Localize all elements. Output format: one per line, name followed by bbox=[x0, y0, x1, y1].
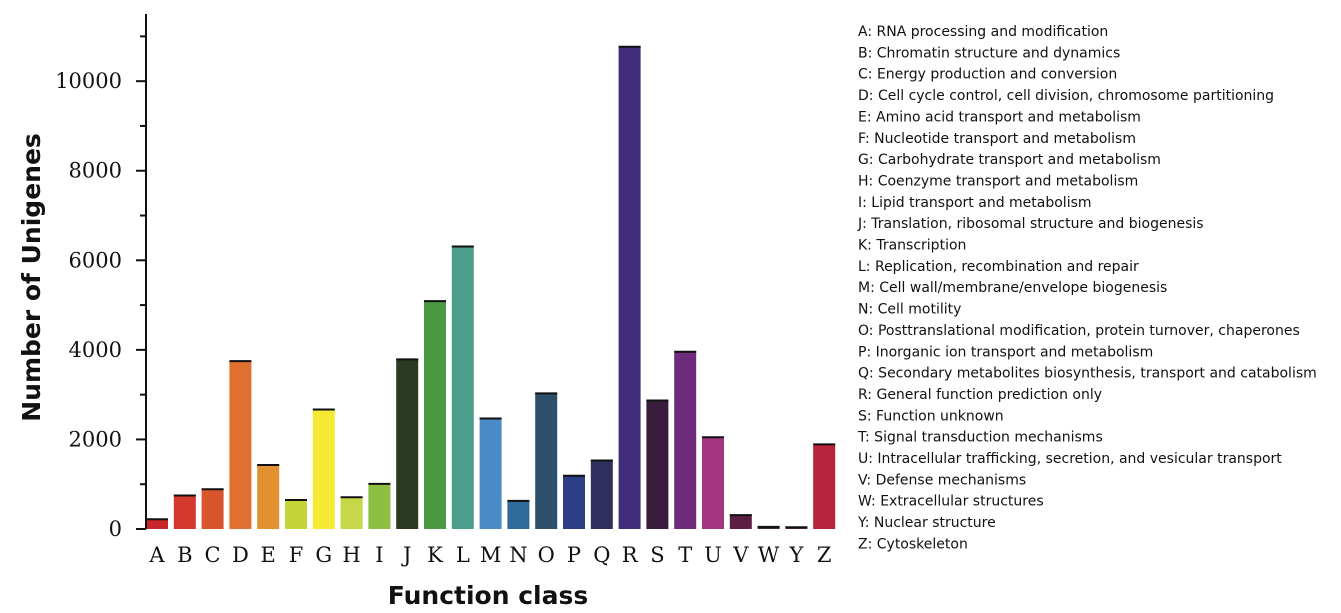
x-tick-label-L: L bbox=[456, 543, 470, 567]
y-tick-label: 2000 bbox=[69, 427, 122, 451]
bar-A bbox=[146, 519, 168, 529]
bar-H bbox=[341, 497, 363, 529]
legend-entry: K: Transcription bbox=[858, 238, 966, 254]
x-tick-label-M: M bbox=[480, 543, 502, 567]
legend-entry: P: Inorganic ion transport and metabolis… bbox=[858, 344, 1153, 360]
legend-entry: R: General function prediction only bbox=[858, 387, 1102, 403]
legend-entry: Z: Cytoskeleton bbox=[858, 536, 968, 552]
legend-entry: E: Amino acid transport and metabolism bbox=[858, 109, 1141, 125]
bar-N bbox=[507, 500, 529, 529]
x-axis-title: Function class bbox=[388, 581, 588, 608]
legend-entry: W: Extracellular structures bbox=[858, 494, 1044, 510]
bar-U bbox=[702, 437, 724, 529]
y-tick-label: 10000 bbox=[55, 69, 122, 93]
legend-entry: C: Energy production and conversion bbox=[858, 67, 1117, 83]
bar-J bbox=[396, 359, 418, 529]
x-tick-label-H: H bbox=[342, 543, 360, 567]
bar-C bbox=[202, 489, 224, 529]
legend-entry: D: Cell cycle control, cell division, ch… bbox=[858, 88, 1274, 104]
legend-entry: H: Coenzyme transport and metabolism bbox=[858, 173, 1138, 189]
x-tick-label-F: F bbox=[289, 543, 304, 567]
bar-G bbox=[313, 409, 335, 529]
legend-entry: G: Carbohydrate transport and metabolism bbox=[858, 152, 1161, 168]
legend-entry: A: RNA processing and modification bbox=[858, 24, 1108, 40]
bar-Q bbox=[591, 460, 613, 529]
x-tick-label-I: I bbox=[375, 543, 383, 567]
legend-entry: Q: Secondary metabolites biosynthesis, t… bbox=[858, 366, 1317, 382]
x-tick-label-O: O bbox=[538, 543, 555, 567]
x-tick-label-U: U bbox=[704, 543, 722, 567]
x-tick-label-P: P bbox=[567, 543, 581, 567]
legend-entry: M: Cell wall/membrane/envelope biogenesi… bbox=[858, 280, 1167, 296]
legend-entry: L: Replication, recombination and repair bbox=[858, 259, 1139, 275]
x-tick-label-D: D bbox=[232, 543, 249, 567]
legend-entry: O: Posttranslational modification, prote… bbox=[858, 323, 1300, 339]
x-tick-label-T: T bbox=[678, 543, 692, 567]
x-tick-label-Q: Q bbox=[593, 543, 610, 567]
legend-entry: Y: Nuclear structure bbox=[857, 515, 996, 531]
bar-D bbox=[229, 361, 251, 529]
legend-entry: S: Function unknown bbox=[858, 408, 1004, 424]
y-axis-title: Number of Unigenes bbox=[17, 133, 46, 422]
x-tick-label-Y: Y bbox=[788, 543, 804, 567]
y-ticks-group: 0 2000 4000 6000 8000 10000 bbox=[55, 36, 146, 541]
legend-entry: I: Lipid transport and metabolism bbox=[858, 195, 1092, 211]
y-tick-label: 8000 bbox=[69, 159, 122, 183]
x-tick-label-B: B bbox=[177, 543, 192, 567]
y-tick-label: 6000 bbox=[69, 248, 122, 272]
bar-P bbox=[563, 475, 585, 529]
x-tick-label-K: K bbox=[427, 543, 443, 567]
legend-entry: F: Nucleotide transport and metabolism bbox=[858, 131, 1136, 147]
bar-E bbox=[257, 465, 279, 529]
bar-O bbox=[535, 393, 557, 529]
y-tick-label: 4000 bbox=[69, 338, 122, 362]
x-tick-label-V: V bbox=[732, 543, 749, 567]
x-tick-label-A: A bbox=[148, 543, 165, 567]
x-tick-label-E: E bbox=[261, 543, 276, 567]
x-tick-label-J: J bbox=[401, 543, 411, 567]
x-tick-label-R: R bbox=[622, 543, 639, 567]
legend-entry: N: Cell motility bbox=[858, 302, 961, 318]
bar-L bbox=[452, 246, 474, 529]
bar-S bbox=[646, 400, 668, 529]
bar-Z bbox=[813, 444, 835, 529]
x-tick-label-G: G bbox=[315, 543, 332, 567]
x-tick-label-N: N bbox=[509, 543, 527, 567]
y-tick-label: 0 bbox=[109, 517, 122, 541]
legend: A: RNA processing and modification B: Chr… bbox=[857, 24, 1317, 552]
bar-I bbox=[368, 483, 390, 529]
x-tick-label-S: S bbox=[650, 543, 664, 567]
bars-group bbox=[146, 46, 835, 529]
bar-R bbox=[619, 46, 641, 529]
legend-entry: U: Intracellular trafficking, secretion,… bbox=[858, 451, 1282, 467]
legend-entry: T: Signal transduction mechanisms bbox=[857, 430, 1103, 446]
bar-F bbox=[285, 499, 307, 529]
bar-T bbox=[674, 351, 696, 529]
bar-V bbox=[730, 515, 752, 529]
legend-entry: B: Chromatin structure and dynamics bbox=[858, 45, 1120, 61]
legend-entry: J: Translation, ribosomal structure and … bbox=[857, 216, 1204, 232]
x-tick-label-W: W bbox=[758, 543, 780, 567]
bar-B bbox=[174, 495, 196, 529]
bar-M bbox=[480, 418, 502, 529]
legend-entry: V: Defense mechanisms bbox=[858, 472, 1026, 488]
x-tick-label-Z: Z bbox=[817, 543, 832, 567]
x-tick-label-C: C bbox=[205, 543, 221, 567]
bar-K bbox=[424, 301, 446, 529]
